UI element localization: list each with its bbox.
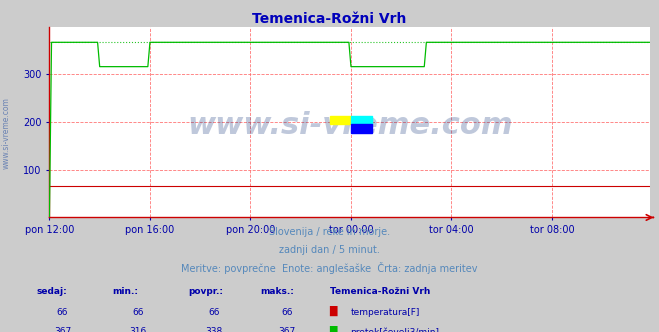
Text: pretok[čevelj3/min]: pretok[čevelj3/min] bbox=[351, 327, 440, 332]
Text: 338: 338 bbox=[206, 327, 223, 332]
Text: 66: 66 bbox=[281, 308, 293, 317]
Text: zadnji dan / 5 minut.: zadnji dan / 5 minut. bbox=[279, 245, 380, 255]
Text: Temenica-Rožni Vrh: Temenica-Rožni Vrh bbox=[330, 287, 430, 296]
Text: 66: 66 bbox=[208, 308, 220, 317]
Text: min.:: min.: bbox=[112, 287, 138, 296]
Text: Meritve: povprečne  Enote: anglešaške  Črta: zadnja meritev: Meritve: povprečne Enote: anglešaške Črt… bbox=[181, 262, 478, 274]
Text: www.si-vreme.com: www.si-vreme.com bbox=[187, 111, 513, 140]
Text: 367: 367 bbox=[278, 327, 295, 332]
Text: █: █ bbox=[330, 325, 337, 332]
Text: 66: 66 bbox=[57, 308, 69, 317]
Text: temperatura[F]: temperatura[F] bbox=[351, 308, 420, 317]
Text: 316: 316 bbox=[130, 327, 147, 332]
Text: 66: 66 bbox=[132, 308, 144, 317]
Text: █: █ bbox=[330, 306, 337, 316]
Text: Slovenija / reke in morje.: Slovenija / reke in morje. bbox=[269, 227, 390, 237]
Bar bbox=[351, 116, 372, 124]
Text: sedaj:: sedaj: bbox=[36, 287, 67, 296]
Bar bbox=[351, 124, 372, 133]
Text: povpr.:: povpr.: bbox=[188, 287, 223, 296]
Text: maks.:: maks.: bbox=[260, 287, 294, 296]
Bar bbox=[330, 116, 351, 124]
Text: www.si-vreme.com: www.si-vreme.com bbox=[2, 97, 11, 169]
Text: Temenica-Rožni Vrh: Temenica-Rožni Vrh bbox=[252, 12, 407, 26]
Text: 367: 367 bbox=[54, 327, 71, 332]
